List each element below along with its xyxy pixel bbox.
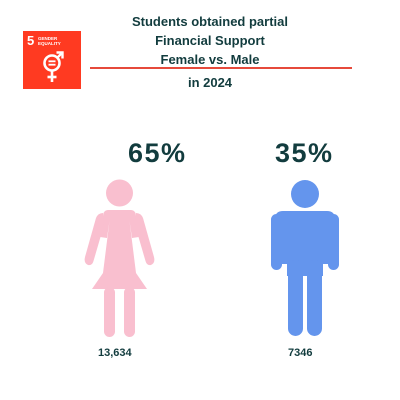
year-label: in 2024	[187, 75, 233, 90]
gender-equality-icon	[43, 51, 64, 82]
sdg-label: GENDER EQUALITY	[38, 36, 61, 46]
female-figure-icon	[84, 179, 155, 337]
male-figure-icon	[271, 180, 339, 336]
page-title: Students obtained partial Financial Supp…	[105, 12, 315, 69]
male-percent: 35%	[275, 138, 334, 168]
title-line-2: Financial Support	[155, 33, 265, 48]
female-count: 13,634	[98, 347, 132, 359]
title-divider	[90, 67, 352, 69]
title-line-1: Students obtained partial	[131, 14, 288, 29]
title-line-3: Female vs. Male	[160, 52, 260, 67]
sdg-5-badge: 5 GENDER EQUALITY	[23, 31, 81, 89]
female-percent: 65%	[128, 138, 187, 168]
sdg-number: 5	[27, 33, 35, 48]
male-count: 7346	[288, 347, 313, 359]
